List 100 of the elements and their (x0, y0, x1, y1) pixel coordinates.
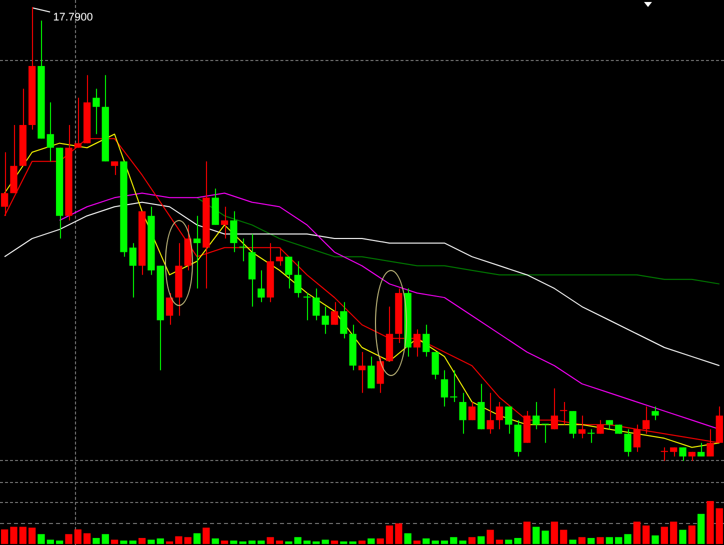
bar (175, 536, 182, 544)
bar (120, 540, 128, 544)
bar (596, 537, 604, 544)
bar (349, 541, 356, 544)
candlestick (652, 406, 659, 421)
bar (606, 537, 614, 544)
bar (716, 508, 723, 544)
bar (395, 523, 402, 544)
annotation: 17.7900 (53, 12, 93, 24)
bar (330, 540, 338, 544)
bar (230, 540, 238, 544)
bar (642, 526, 650, 544)
candlestick (679, 446, 686, 461)
bar (706, 501, 714, 544)
bar (615, 537, 622, 544)
candlestick (285, 256, 292, 289)
bar (560, 530, 568, 544)
bar (358, 540, 366, 544)
bar (532, 526, 540, 544)
bar (679, 530, 686, 544)
bar (413, 540, 421, 544)
candlestick (148, 206, 155, 276)
bar (102, 534, 109, 544)
bar (110, 540, 118, 544)
candlestick (230, 210, 238, 253)
bar (74, 529, 82, 544)
bar (65, 534, 72, 544)
bar (660, 526, 668, 544)
bar (376, 538, 384, 544)
bar (212, 538, 219, 544)
bar (248, 540, 256, 544)
bar (588, 538, 595, 544)
candlestick (486, 392, 494, 434)
candlestick (175, 242, 182, 316)
bar (459, 540, 466, 544)
bar (670, 522, 678, 544)
bar (156, 538, 164, 544)
bar (1, 529, 8, 544)
bar (468, 537, 476, 544)
bar (569, 540, 576, 544)
bar (542, 530, 549, 544)
bar (138, 538, 146, 544)
bar (220, 540, 228, 544)
candlestick (624, 428, 632, 457)
bar (276, 540, 284, 544)
bar (92, 538, 100, 544)
bar (28, 528, 36, 544)
bar (294, 537, 302, 544)
bar (514, 538, 522, 544)
candlestick (120, 160, 128, 258)
bar (432, 540, 439, 544)
bar (266, 537, 274, 544)
bar (523, 522, 531, 544)
bar (633, 522, 641, 544)
bar (239, 541, 246, 544)
bar (550, 522, 558, 544)
bar (578, 537, 586, 544)
bar (166, 541, 174, 544)
bar (505, 540, 512, 544)
candlestick (514, 420, 522, 457)
candlestick (578, 415, 586, 439)
bar (202, 528, 210, 544)
bar (258, 540, 265, 544)
bar (38, 534, 45, 544)
bar (83, 533, 91, 544)
candlestick (312, 288, 320, 321)
candlestick (258, 270, 265, 303)
bar (698, 514, 705, 544)
candlestick (92, 88, 100, 135)
bar (688, 526, 696, 544)
candlestick (202, 160, 210, 289)
bar (19, 526, 26, 544)
bar (496, 540, 504, 544)
bar (285, 541, 292, 544)
bar (322, 540, 329, 544)
bar (303, 540, 311, 544)
bar (624, 534, 632, 544)
bar (56, 540, 64, 544)
bar (46, 540, 54, 544)
bar (193, 533, 201, 544)
candlestick (459, 392, 466, 434)
bar (478, 536, 485, 544)
bar (652, 535, 659, 544)
candlestick (542, 424, 549, 444)
bar (450, 537, 458, 544)
bar (486, 530, 494, 544)
bar (312, 541, 320, 544)
bar (129, 540, 136, 544)
candlestick (569, 410, 576, 439)
bar (422, 538, 430, 544)
bar (386, 526, 394, 544)
bar (440, 540, 448, 544)
candlestick (432, 352, 439, 380)
candlestick (38, 20, 45, 140)
bar (368, 538, 375, 544)
bar (148, 540, 155, 544)
candlestick (596, 420, 604, 434)
bar (340, 541, 348, 544)
bar (184, 537, 192, 544)
bar (10, 526, 18, 544)
